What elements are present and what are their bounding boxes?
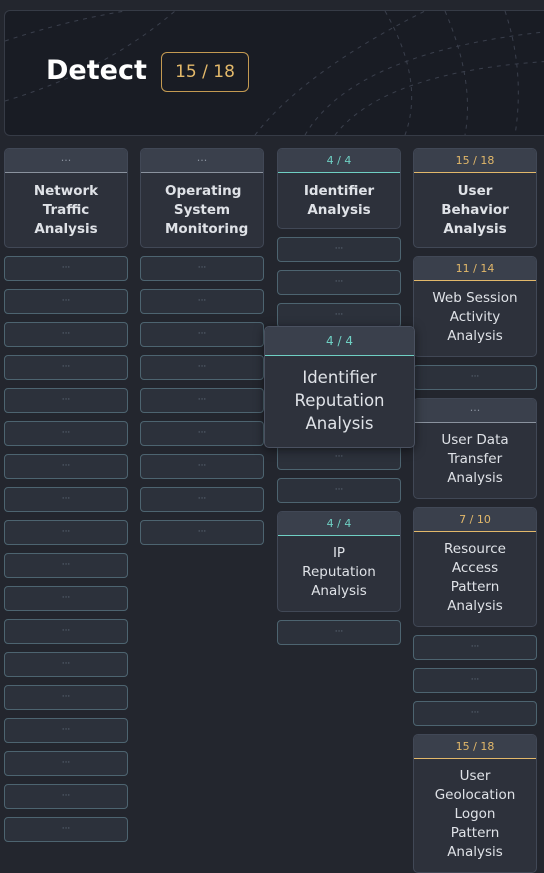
placeholder[interactable]: ···	[4, 817, 128, 842]
technique-label: Network Traffic Analysis	[33, 183, 99, 237]
placeholder[interactable]: ···	[4, 421, 128, 446]
technique-card[interactable]: 15 / 18 User Behavior Analysis	[413, 148, 537, 248]
placeholder[interactable]: ···	[4, 586, 128, 611]
placeholder[interactable]: ···	[277, 237, 401, 262]
header-pattern	[5, 11, 544, 135]
placeholder[interactable]: ···	[140, 487, 264, 512]
placeholder[interactable]: ···	[4, 520, 128, 545]
technique-card[interactable]: 15 / 18 User Geolocation Logon Pattern An…	[413, 734, 537, 873]
count: 15 / 18	[414, 735, 536, 759]
placeholder[interactable]: ···	[4, 718, 128, 743]
technique-label: Resource Access Pattern Analysis	[444, 541, 506, 614]
placeholder[interactable]: ···	[140, 388, 264, 413]
placeholder[interactable]: ···	[277, 270, 401, 295]
placeholder[interactable]: ···	[140, 520, 264, 545]
count: 7 / 10	[414, 508, 536, 532]
count: ···	[141, 149, 263, 173]
placeholder[interactable]: ···	[4, 652, 128, 677]
placeholder[interactable]: ···	[140, 454, 264, 479]
placeholder[interactable]: ···	[4, 685, 128, 710]
title: Detect	[46, 55, 147, 86]
placeholder[interactable]: ···	[4, 355, 128, 380]
technique-card[interactable]: 4 / 4 IP Reputation Analysis	[277, 511, 401, 612]
placeholder[interactable]: ···	[140, 421, 264, 446]
technique-label: User Data Transfer Analysis	[441, 432, 509, 486]
technique-card[interactable]: ··· Network Traffic Analysis	[4, 148, 128, 248]
placeholder[interactable]: ···	[4, 553, 128, 578]
header: Detect 15 / 18	[4, 10, 544, 136]
technique-label: Identifier Analysis	[303, 183, 375, 218]
count: 4 / 4	[278, 149, 400, 173]
placeholder[interactable]: ···	[4, 289, 128, 314]
column: 15 / 18 User Behavior Analysis 11 / 14 Web …	[413, 148, 537, 873]
technique-card[interactable]: 11 / 14 Web Session Activity Analysis	[413, 256, 537, 357]
placeholder[interactable]: ···	[4, 619, 128, 644]
placeholder[interactable]: ···	[140, 289, 264, 314]
placeholder[interactable]: ···	[413, 701, 537, 726]
technique-label: User Geolocation Logon Pattern Analysis	[434, 768, 516, 860]
placeholder[interactable]: ···	[4, 388, 128, 413]
placeholder[interactable]: ···	[4, 784, 128, 809]
technique-card[interactable]: 4 / 4 Identifier Reputation Analysis	[264, 326, 415, 448]
placeholder[interactable]: ···	[4, 322, 128, 347]
technique-card[interactable]: 7 / 10 Resource Access Pattern Analysis	[413, 507, 537, 627]
count: 4 / 4	[278, 512, 400, 536]
placeholder[interactable]: ···	[277, 478, 401, 503]
technique-label: Identifier Reputation Analysis	[294, 368, 385, 433]
technique-card[interactable]: ··· User Data Transfer Analysis	[413, 398, 537, 499]
technique-label: User Behavior Analysis	[441, 183, 509, 237]
placeholder[interactable]: ···	[4, 487, 128, 512]
placeholder[interactable]: ···	[413, 365, 537, 390]
placeholder[interactable]: ···	[140, 355, 264, 380]
column: ··· Operating System Monitoring ··· ··· ··· ·…	[140, 148, 264, 545]
placeholder[interactable]: ···	[140, 256, 264, 281]
technique-label: Web Session Activity Analysis	[432, 290, 518, 344]
technique-label: Operating System Monitoring	[165, 183, 249, 237]
placeholder[interactable]: ···	[4, 256, 128, 281]
count: 4 / 4	[265, 327, 414, 356]
placeholder[interactable]: ···	[277, 620, 401, 645]
count: 15 / 18	[414, 149, 536, 173]
count: 11 / 14	[414, 257, 536, 281]
count: ···	[414, 399, 536, 423]
column: 4 / 4 Identifier Analysis ··· ··· ··· 4 / 4 Id…	[264, 148, 415, 645]
count: ···	[5, 149, 127, 173]
column: ··· Network Traffic Analysis ··· ··· ··· ··· ·…	[4, 148, 128, 842]
placeholder[interactable]: ···	[413, 668, 537, 693]
technique-card[interactable]: ··· Operating System Monitoring	[140, 148, 264, 248]
technique-card[interactable]: 4 / 4 Identifier Analysis	[277, 148, 401, 229]
placeholder[interactable]: ···	[4, 454, 128, 479]
placeholder[interactable]: ···	[413, 635, 537, 660]
badge: 15 / 18	[161, 52, 249, 92]
placeholder[interactable]: ···	[277, 445, 401, 470]
technique-label: IP Reputation Analysis	[302, 545, 376, 599]
placeholder[interactable]: ···	[277, 303, 401, 328]
placeholder[interactable]: ···	[4, 751, 128, 776]
placeholder[interactable]: ···	[140, 322, 264, 347]
